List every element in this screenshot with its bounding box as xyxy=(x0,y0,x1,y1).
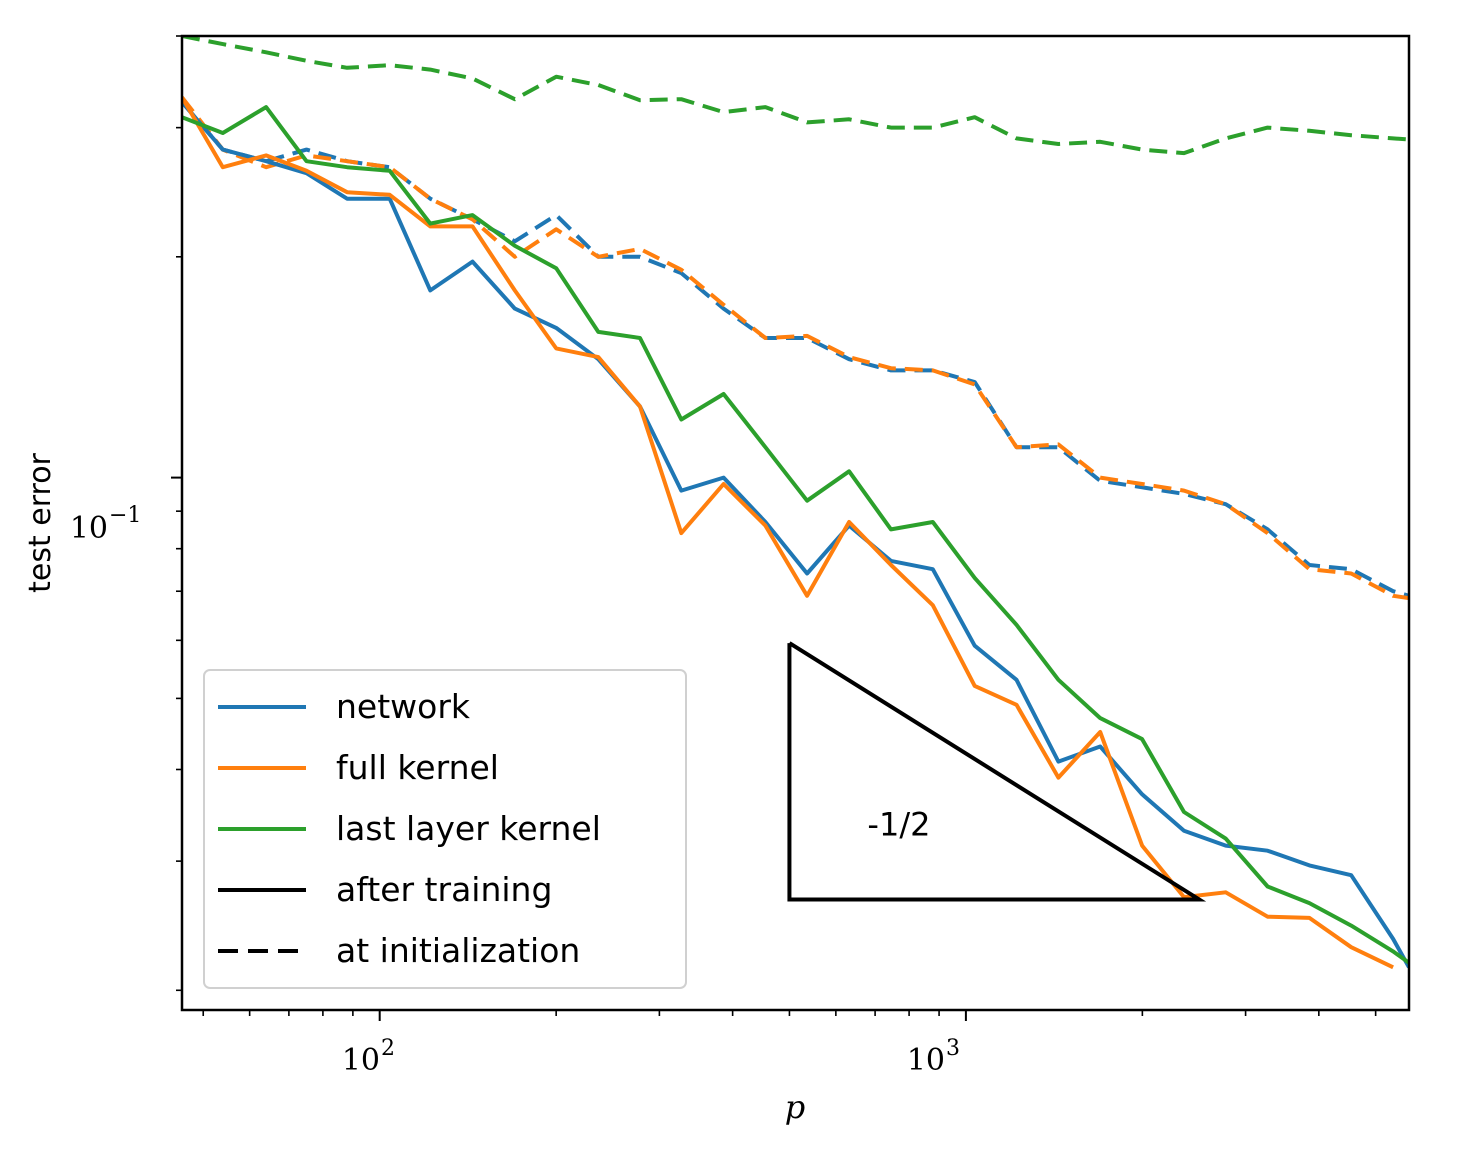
x-tick-exp-100: 2 xyxy=(381,1036,395,1061)
annotation-layer: -1/2 xyxy=(787,641,1207,902)
slope-label: -1/2 xyxy=(867,805,930,843)
series-line-last-layer-kernel-after-training xyxy=(182,105,1409,965)
y-tick-label-0.1: 10 xyxy=(70,511,108,546)
legend-label-after-training: after training xyxy=(336,870,552,909)
legend-label-at-initialization: at initialization xyxy=(336,931,580,970)
x-tick-label-1000: 10 xyxy=(907,1043,945,1078)
plot-frame xyxy=(180,34,1411,1012)
legend-label-network: network xyxy=(336,687,471,726)
major-ticks xyxy=(171,476,967,1021)
x-tick-exp-1000: 3 xyxy=(946,1036,960,1061)
tick-labels: 10 2 10 3 10 −1 xyxy=(70,503,960,1078)
slope-triangle xyxy=(787,641,1207,902)
x-tick-label-100: 10 xyxy=(342,1043,380,1078)
series-line-last-layer-kernel-at-initialization xyxy=(182,36,1409,156)
series-line-network-after-training xyxy=(182,100,1409,969)
series-line-full-kernel-at-initialization xyxy=(182,96,1409,601)
y-tick-exp-0.1: −1 xyxy=(109,503,141,528)
x-axis-label: p xyxy=(785,1088,805,1126)
legend: network full kernel last layer kernel af… xyxy=(203,669,687,989)
legend-label-last-layer-kernel: last layer kernel xyxy=(336,809,601,848)
legend-label-full-kernel: full kernel xyxy=(336,748,499,787)
y-axis-label: test error xyxy=(23,452,58,592)
series-line-network-at-initialization xyxy=(182,100,1409,598)
legend-box xyxy=(203,669,687,989)
